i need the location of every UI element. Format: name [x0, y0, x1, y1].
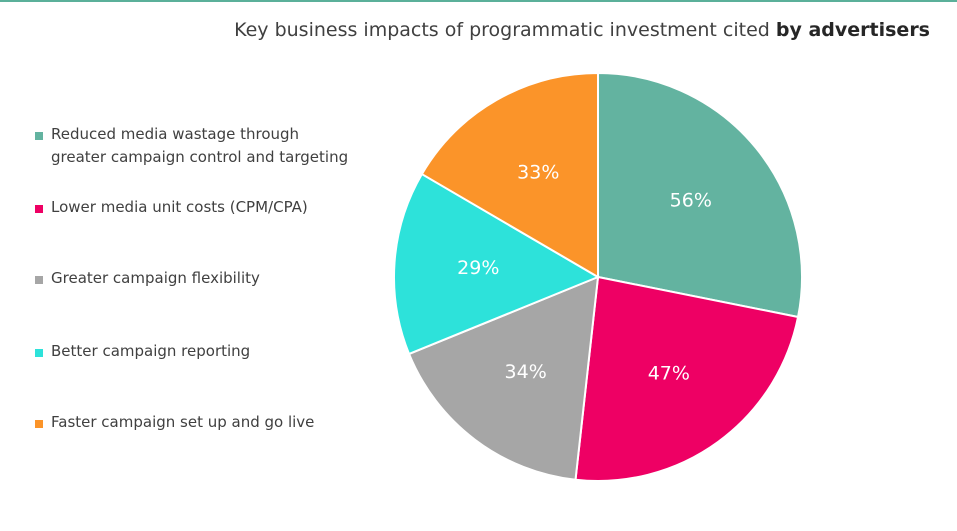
legend-swatch	[35, 205, 43, 213]
chart-title-main: Key business impacts of programmatic inv…	[234, 19, 776, 41]
pie-slice-lower-media-unit-costs-cpm-cpa	[574, 276, 800, 482]
pie-slice-faster-campaign-set-up-and-go-	[420, 72, 599, 278]
legend-item-reporting: Better campaign reporting	[35, 342, 251, 363]
legend-item-flexibility: Greater campaign flexibility	[35, 269, 260, 290]
legend-label: Faster campaign set up and go live	[51, 413, 315, 431]
legend-swatch	[35, 276, 43, 284]
slice-value-label: 33%	[517, 161, 559, 183]
legend-label: Better campaign reporting	[51, 342, 251, 360]
legend-swatch	[35, 132, 43, 140]
top-rule	[0, 0, 957, 2]
slice-value-label: 29%	[457, 257, 499, 279]
slice-value-label: 56%	[670, 189, 712, 211]
legend-swatch	[35, 420, 43, 428]
legend-label: Lower media unit costs (CPM/CPA)	[51, 198, 308, 216]
chart-title-bold: by advertisers	[775, 19, 930, 41]
legend-label: Greater campaign flexibility	[51, 269, 260, 287]
slice-value-label: 47%	[648, 362, 690, 384]
legend-label: Reduced media wastage through greater ca…	[51, 125, 349, 166]
pie-slice-greater-campaign-flexibility	[408, 276, 599, 481]
chart-title: Key business impacts of programmatic inv…	[234, 19, 930, 41]
slice-value-label: 34%	[505, 361, 547, 383]
pie-slice-reduced-media-wastage-through-	[597, 72, 803, 318]
legend-item-lower-costs: Lower media unit costs (CPM/CPA)	[35, 198, 308, 219]
legend: Reduced media wastage through greater ca…	[35, 0, 375, 531]
legend-item-faster-setup: Faster campaign set up and go live	[35, 413, 315, 434]
legend-item-reduced-wastage: Reduced media wastage through greater ca…	[35, 125, 349, 169]
pie-slice-better-campaign-reporting	[393, 173, 599, 355]
legend-swatch	[35, 349, 43, 357]
